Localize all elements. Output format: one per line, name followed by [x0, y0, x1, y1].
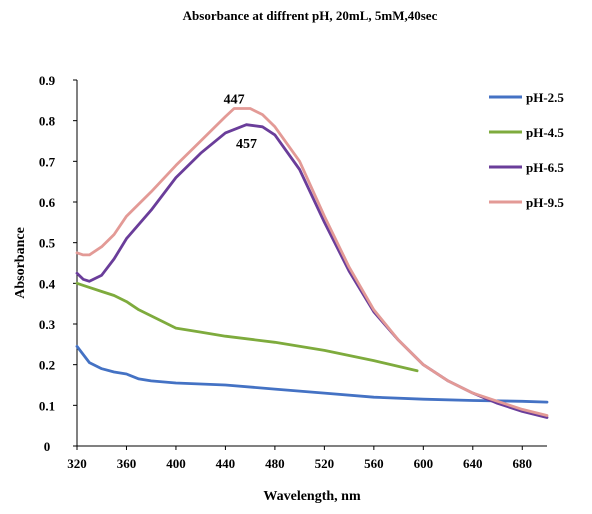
x-tick-label: 680	[513, 456, 533, 471]
x-tick-label: 640	[463, 456, 483, 471]
x-tick-label: 480	[265, 456, 285, 471]
y-tick-label: 0.1	[39, 398, 55, 413]
y-tick-label: 0.6	[39, 195, 56, 210]
series-line-ph-9-5	[75, 107, 549, 417]
y-tick-label: 0.4	[39, 276, 56, 291]
legend-label: pH-9.5	[526, 195, 564, 210]
x-tick-label: 320	[67, 456, 87, 471]
y-tick-label: 0.8	[39, 114, 56, 129]
series-line-ph-2-5	[75, 345, 549, 404]
y-axis-label: Absorbance	[13, 227, 28, 299]
legend-label: pH-6.5	[526, 160, 564, 175]
x-tick-label: 560	[364, 456, 384, 471]
series-line-ph-4-5	[75, 281, 419, 373]
x-tick-label: 360	[117, 456, 137, 471]
peak-annotation: 447	[224, 92, 245, 107]
y-tick-label: 0	[44, 439, 51, 454]
y-tick-label: 0.7	[39, 154, 56, 169]
legend-label: pH-4.5	[526, 125, 564, 140]
plot-area: 0 0.1 0.2 0.3 0.4 0.5 0.6 0.7 0.8 0.9 320 360 400 440…	[39, 73, 549, 471]
chart-title: Absorbance at diffrent pH, 20mL, 5mM,40s…	[183, 8, 438, 23]
x-tick-label: 600	[414, 456, 434, 471]
series-line-ph-6-5	[75, 123, 549, 419]
y-tick-label: 0.3	[39, 317, 56, 332]
x-tick-label: 400	[166, 456, 186, 471]
x-axis-label: Wavelength, nm	[263, 489, 361, 504]
y-tick-label: 0.9	[39, 73, 56, 88]
x-tick-label: 520	[315, 456, 335, 471]
legend-label: pH-2.5	[526, 90, 564, 105]
peak-annotation: 457	[236, 137, 257, 152]
x-tick-label: 440	[216, 456, 236, 471]
legend: pH-2.5 pH-4.5 pH-6.5 pH-9.5	[489, 90, 564, 210]
y-tick-label: 0.5	[39, 236, 56, 251]
y-tick-label: 0.2	[39, 358, 55, 373]
